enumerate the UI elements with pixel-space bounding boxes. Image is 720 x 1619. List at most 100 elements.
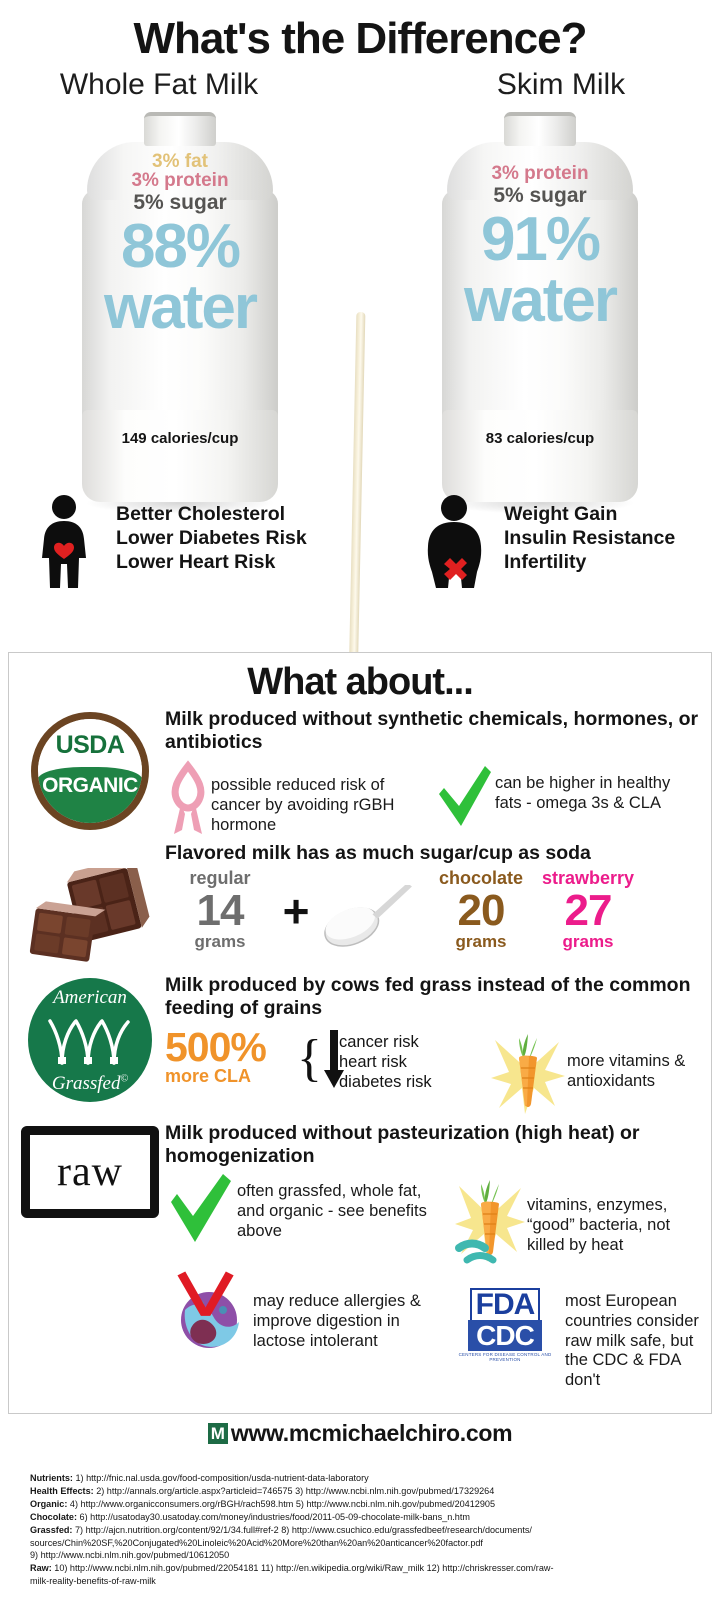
calories-whole: 149 calories/cup bbox=[121, 430, 239, 447]
subhead-skim: Skim Milk bbox=[496, 68, 626, 101]
reference-line: Grassfed: 7) http://ajcn.nutrition.org/c… bbox=[30, 1524, 706, 1537]
references-block: Nutrients: 1) http://fnic.nal.usda.gov/f… bbox=[30, 1472, 706, 1588]
whole-effects-row: Better Cholesterol Lower Diabetes Risk L… bbox=[30, 494, 330, 590]
cla-block: 500% more CLA bbox=[165, 1024, 297, 1087]
person-overweight-x-icon bbox=[418, 494, 504, 590]
pink-ribbon-icon bbox=[165, 760, 211, 838]
sugar-regular: regular 14 grams bbox=[165, 868, 275, 951]
sugar-chocolate-value: 20 bbox=[457, 885, 506, 935]
column-subheads: Whole Fat Milk Skim Milk bbox=[0, 68, 720, 102]
bottle-neck bbox=[144, 112, 216, 146]
grassfed-word: Grassfed bbox=[51, 1073, 121, 1094]
red-x-bacteria-icon bbox=[165, 1266, 253, 1352]
chocolate-bar-icon bbox=[15, 842, 165, 968]
organic-fats-text: can be higher in healthy fats - omega 3s… bbox=[495, 774, 671, 812]
water-pct-label: 91% water bbox=[435, 209, 645, 336]
subhead-whole-fat: Whole Fat Milk bbox=[59, 68, 259, 101]
sugar-spoon-icon bbox=[317, 869, 429, 947]
effect-item: Weight Gain bbox=[504, 503, 618, 525]
column-skim-milk: 3% protein 5% sugar 91% water 83 calorie… bbox=[390, 102, 690, 588]
row-flavored: Flavored milk has as much sugar/cup as s… bbox=[9, 842, 711, 968]
bottle-milk-fill bbox=[442, 410, 638, 502]
column-whole-fat-milk: 3% fat 3% protein 5% sugar 88% water 149… bbox=[30, 102, 330, 588]
raw-badge: raw bbox=[15, 1122, 165, 1391]
water-word: water bbox=[464, 266, 618, 336]
organic-label: ORGANIC bbox=[42, 773, 138, 797]
raw-item-grassfed: often grassfed, whole fat, and organic -… bbox=[165, 1172, 453, 1264]
reference-label: Chocolate: bbox=[30, 1511, 77, 1522]
what-about-panel: What about... USDA ORGANIC Milk produced… bbox=[8, 652, 712, 1414]
website-url[interactable]: www.mcmichaelchiro.com bbox=[230, 1420, 513, 1446]
reference-line: 9) http://www.ncbi.nlm.nih.gov/pubmed/10… bbox=[30, 1549, 706, 1562]
green-check-icon bbox=[433, 760, 495, 832]
raw-grassfed-text: often grassfed, whole fat, and organic -… bbox=[237, 1182, 427, 1240]
plus-sign: + bbox=[282, 885, 310, 937]
carrot-icon bbox=[453, 1172, 527, 1264]
reference-text: 7) http://ajcn.nutrition.org/content/92/… bbox=[72, 1524, 532, 1535]
row-raw-heading: Milk produced without pasteurization (hi… bbox=[165, 1122, 640, 1167]
risk-item: cancer risk bbox=[339, 1033, 419, 1051]
raw-vitamins-text: vitamins, enzymes, “good” bacteria, not … bbox=[527, 1196, 671, 1254]
comparison-section: 3% fat 3% protein 5% sugar 88% water 149… bbox=[0, 102, 720, 733]
milk-bottle-icon: 3% fat 3% protein 5% sugar 88% water 149… bbox=[75, 112, 285, 514]
reference-label: Grassfed: bbox=[30, 1524, 73, 1535]
reference-text: 10) http://www.ncbi.nlm.nih.gov/pubmed/2… bbox=[51, 1563, 554, 1574]
reference-label: Nutrients: bbox=[30, 1473, 73, 1483]
reference-text: sources/Chin%20SF,%20Conjugated%20Linole… bbox=[30, 1537, 483, 1548]
raw-european-text: most European countries consider raw mil… bbox=[565, 1292, 699, 1390]
grassfed-top-label: American bbox=[53, 987, 127, 1008]
reference-line: Chocolate: 6) http://usatoday30.usatoday… bbox=[30, 1511, 706, 1524]
reference-text: 2) http://annals.org/article.aspx?articl… bbox=[93, 1485, 495, 1496]
grass-icon bbox=[42, 1017, 138, 1065]
reference-text: milk-reality-benefits-of-raw-milk bbox=[30, 1576, 156, 1587]
reference-text: 4) http://www.organicconsumers.org/rBGH/… bbox=[67, 1498, 496, 1509]
page-title: What's the Difference? bbox=[133, 14, 588, 63]
mcmichael-logo: M bbox=[207, 1422, 228, 1445]
row-raw: raw Milk produced without pasteurization… bbox=[9, 1122, 711, 1391]
water-pct-value: 88% bbox=[120, 212, 241, 282]
fda-cdc-logo: FDA CDC CENTERS FOR DISEASE CONTROL AND … bbox=[453, 1266, 565, 1368]
bottle-neck bbox=[504, 112, 576, 146]
cla-sub-label: more CLA bbox=[165, 1065, 252, 1086]
fda-cdc-tagline: CENTERS FOR DISEASE CONTROL AND PREVENTI… bbox=[458, 1351, 552, 1362]
cdc-label: CDC bbox=[468, 1320, 542, 1351]
effect-item: Insulin Resistance bbox=[504, 527, 676, 550]
calories-skim: 83 calories/cup bbox=[485, 430, 595, 447]
organic-item-cancer: possible reduced risk of cancer by avoid… bbox=[165, 760, 433, 838]
down-arrow-icon bbox=[323, 1028, 344, 1090]
skim-effects-row: Weight Gain Insulin Resistance Infertili… bbox=[418, 494, 718, 590]
row-flavored-body: Flavored milk has as much sugar/cup as s… bbox=[165, 842, 705, 968]
bottle-shoulder bbox=[447, 142, 633, 200]
sugar-regular-label: regular bbox=[189, 868, 251, 888]
water-pct-label: 88% water bbox=[75, 216, 285, 339]
water-pct-value: 91% bbox=[480, 205, 601, 275]
grassfed-vitamins-text: more vitamins & antioxidants bbox=[567, 1052, 686, 1090]
reference-text: 1) http://fnic.nal.usda.gov/food-composi… bbox=[72, 1473, 369, 1483]
sugar-regular-unit: grams bbox=[194, 931, 246, 951]
grassfed-bottom-label: Grassfed© bbox=[52, 1073, 128, 1095]
reference-label: Raw: bbox=[30, 1563, 52, 1574]
row-grassfed-body: Milk produced by cows fed grass instead … bbox=[165, 974, 709, 1116]
effect-item: Lower Heart Risk bbox=[116, 551, 276, 574]
row-flavored-heading: Flavored milk has as much sugar/cup as s… bbox=[165, 842, 591, 864]
reference-line: Raw: 10) http://www.ncbi.nlm.nih.gov/pub… bbox=[30, 1562, 706, 1575]
bottle-milk-fill bbox=[82, 410, 278, 502]
fda-label: FDA bbox=[469, 1288, 541, 1321]
reference-text: 9) http://www.ncbi.nlm.nih.gov/pubmed/10… bbox=[30, 1550, 230, 1561]
bacteria-shape bbox=[455, 1239, 497, 1264]
sugar-strawberry: strawberry 27 grams bbox=[533, 868, 643, 951]
raw-allergies-text: may reduce allergies & improve digestion… bbox=[253, 1292, 421, 1350]
reference-line: Organic: 4) http://www.organicconsumers.… bbox=[30, 1498, 706, 1511]
milk-bottle-icon: 3% protein 5% sugar 91% water 83 calorie… bbox=[435, 112, 645, 514]
american-grassfed-badge: American bbox=[15, 974, 165, 1116]
bottle-whole-fat: 3% fat 3% protein 5% sugar 88% water 149… bbox=[75, 112, 285, 514]
row-organic-heading: Milk produced without synthetic chemical… bbox=[165, 708, 699, 753]
effect-item: Better Cholesterol bbox=[116, 503, 286, 525]
bottle-skim: 3% protein 5% sugar 91% water 83 calorie… bbox=[435, 112, 645, 514]
fat-pct-label: 3% fat bbox=[152, 151, 208, 172]
skim-effects-list: Weight Gain Insulin Resistance Infertili… bbox=[504, 494, 675, 575]
person-heart-icon bbox=[30, 494, 116, 590]
sugar-pct-label: 5% sugar bbox=[133, 190, 227, 214]
sugar-pct-label: 5% sugar bbox=[493, 183, 587, 207]
